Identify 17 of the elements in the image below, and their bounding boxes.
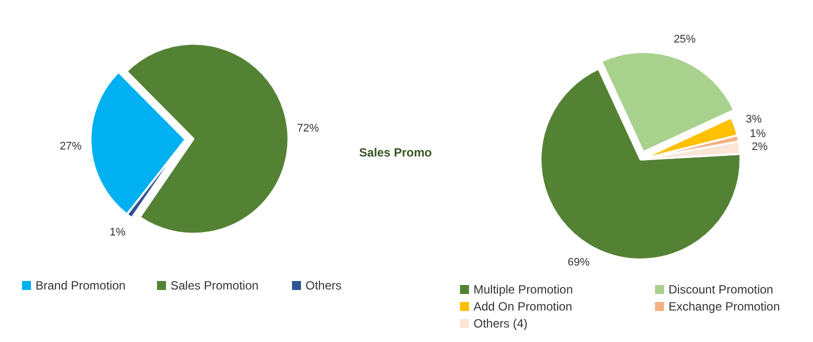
legend-label: Sales Promotion bbox=[170, 278, 259, 292]
data-label: 25% bbox=[674, 33, 696, 46]
data-label: 27% bbox=[60, 140, 82, 152]
data-label: 1% bbox=[110, 226, 126, 238]
text: Sales Promo bbox=[359, 146, 432, 160]
data-label: 69% bbox=[568, 256, 590, 268]
legend-label: Add On Promotion bbox=[474, 300, 572, 314]
data-label: 2% bbox=[752, 141, 768, 154]
legend-label: Others (4) bbox=[474, 316, 528, 330]
data-label: 1% bbox=[750, 128, 766, 140]
data-label: 72% bbox=[296, 122, 320, 134]
legend-label: Exchange Promotion bbox=[668, 300, 780, 314]
legend-label: Brand Promotion bbox=[36, 278, 126, 292]
legend-label: Others bbox=[306, 278, 342, 292]
legend-label: Multiple Promotion bbox=[474, 282, 573, 296]
legend-label: Discount Promotion bbox=[668, 282, 774, 296]
data-label: 3% bbox=[746, 114, 762, 126]
